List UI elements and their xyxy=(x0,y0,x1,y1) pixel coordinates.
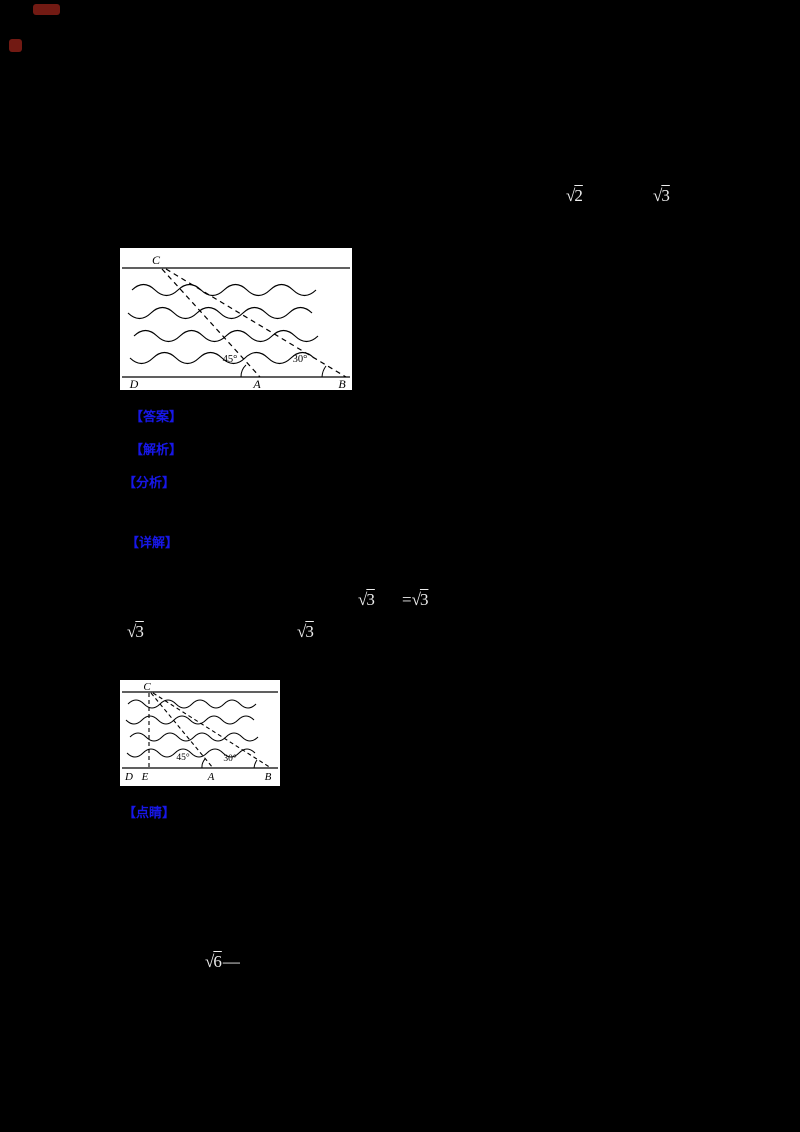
wave-row-4 xyxy=(126,748,256,758)
breakdown-label: 【分析】 xyxy=(123,475,176,490)
point-label-e: E xyxy=(141,771,149,783)
point-label-a: A xyxy=(252,377,261,390)
wave-row-2 xyxy=(125,715,255,725)
point-label-d: D xyxy=(129,377,139,390)
math-sqrt-3-mid-a: √3 xyxy=(358,590,376,610)
radicand: 3 xyxy=(305,622,314,641)
angle-label-30: 30° xyxy=(223,753,237,764)
answer-label: 【答案】 xyxy=(130,409,183,424)
radical-sign: √ xyxy=(127,622,136,641)
detail-label: 【详解】 xyxy=(126,535,179,550)
wave-row-4 xyxy=(129,351,315,365)
angle-arc-30 xyxy=(321,365,327,378)
math-sqrt-3-low-b: √3 xyxy=(297,622,315,642)
angle-arc-45 xyxy=(240,364,247,378)
angle-arc-45 xyxy=(201,758,206,769)
point-label-b: B xyxy=(265,771,272,783)
angle-label-45: 45° xyxy=(176,752,190,763)
figure-background xyxy=(120,248,352,390)
radicand: 2 xyxy=(574,186,583,205)
radical-sign: √ xyxy=(653,186,662,205)
figure-river-2: C D E A B 45° 30° xyxy=(120,680,280,786)
point-label-d: D xyxy=(124,771,133,783)
math-sqrt-2: √2 xyxy=(566,186,584,206)
math-sqrt-3-top: √3 xyxy=(653,186,671,206)
keypoint-label: 【点睛】 xyxy=(123,805,176,820)
math-pre: = xyxy=(402,590,412,609)
radicand: 3 xyxy=(366,590,375,609)
point-label-b: B xyxy=(338,377,346,390)
river-waves xyxy=(127,283,319,365)
radical-sign: √ xyxy=(205,952,214,971)
figure-river-1: C D A B 45° 30° xyxy=(120,248,352,390)
red-artifact-2 xyxy=(9,39,22,52)
sight-line-30 xyxy=(152,692,272,769)
sight-line-45 xyxy=(150,692,214,769)
angle-arc-30 xyxy=(253,759,258,769)
analysis-label: 【解析】 xyxy=(130,442,183,457)
math-sqrt-3-low-a: √3 xyxy=(127,622,145,642)
angle-label-45: 45° xyxy=(223,354,238,365)
radical-sign: √ xyxy=(358,590,367,609)
math-sqrt-6: √6— xyxy=(205,952,240,972)
angle-label-30: 30° xyxy=(293,354,308,365)
red-artifact-1 xyxy=(33,4,60,15)
point-label-a: A xyxy=(207,771,215,783)
radicand: 6 xyxy=(213,952,222,971)
radicand: 3 xyxy=(661,186,670,205)
radical-sign: √ xyxy=(297,622,306,641)
wave-row-1 xyxy=(131,283,317,297)
wave-row-2 xyxy=(127,306,313,320)
wave-row-3 xyxy=(133,329,319,343)
radicand: 3 xyxy=(135,622,144,641)
radical-sign: √ xyxy=(411,590,421,609)
point-label-c: C xyxy=(152,253,161,267)
wave-row-3 xyxy=(129,732,259,742)
point-label-c: C xyxy=(143,681,151,693)
sight-line-30 xyxy=(165,268,347,378)
radicand: 3 xyxy=(419,590,429,609)
math-sqrt-3-mid-b: =√3 xyxy=(402,590,429,610)
math-post: — xyxy=(222,952,240,971)
sight-line-45 xyxy=(161,268,261,378)
radical-sign: √ xyxy=(566,186,575,205)
